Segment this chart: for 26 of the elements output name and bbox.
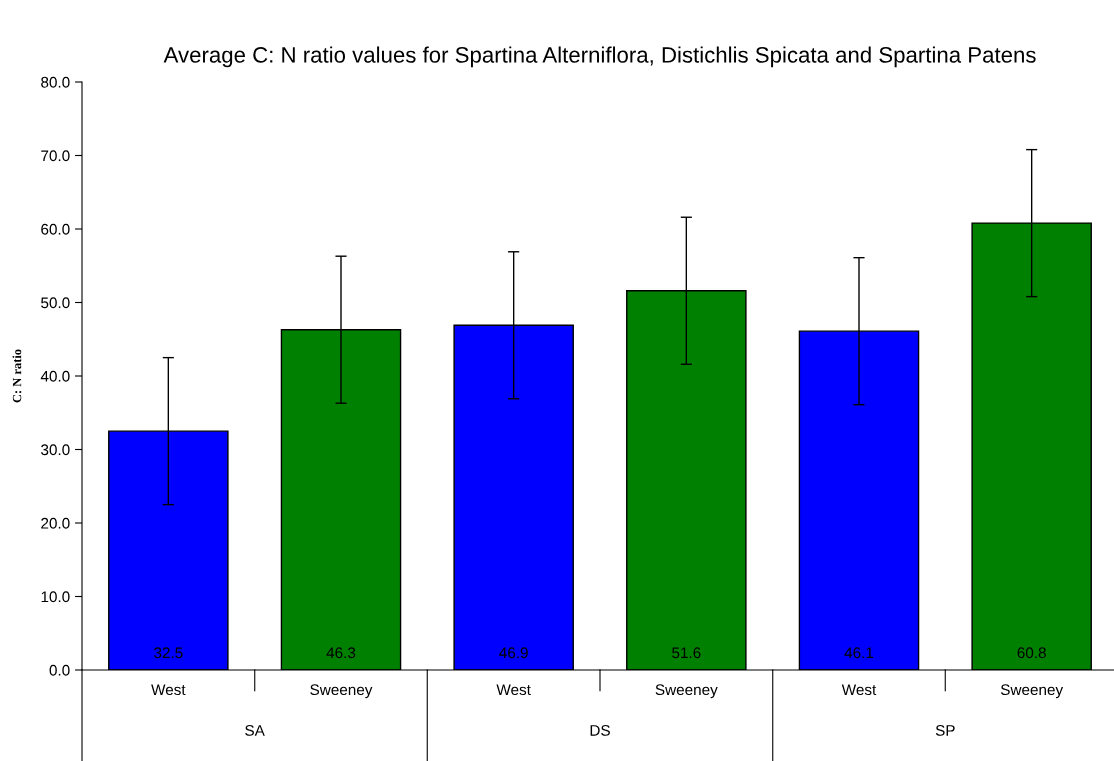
x-tick-label: Sweeney [655, 684, 718, 699]
y-tick-label: 60.0 [41, 223, 70, 235]
data-label: 32.5 [154, 647, 183, 659]
y-axis-title: C: N ratio [12, 349, 22, 403]
data-label: 51.6 [672, 647, 701, 659]
data-label: 46.1 [844, 647, 874, 659]
y-tick-label: 50.0 [41, 297, 70, 309]
data-label: 46.3 [326, 647, 356, 659]
x-tick-label: West [151, 684, 186, 696]
chart-title: Average C: N ratio values for Spartina Alterniflora, Distichlis Spicata and Spartina Patens [163, 46, 1036, 68]
y-tick-label: 0.0 [49, 664, 70, 676]
x-tick-label: Sweeney [310, 684, 373, 699]
data-label: 60.8 [1017, 647, 1046, 659]
x-tick-label: West [496, 684, 531, 696]
y-tick-label: 80.0 [41, 76, 70, 88]
text: SA [245, 725, 265, 736]
text: DS [590, 725, 610, 736]
x-tick-label: Sweeney [1000, 684, 1064, 699]
y-tick-label: 70.0 [41, 150, 70, 162]
y-tick-label: 30.0 [41, 444, 70, 456]
x-tick-label: West [841, 684, 877, 696]
y-tick-label: 10.0 [41, 591, 70, 603]
y-tick-label: 40.0 [40, 370, 70, 382]
data-label: 46.9 [499, 647, 528, 659]
text: SP [935, 725, 955, 736]
y-tick-label: 20.0 [41, 517, 70, 529]
